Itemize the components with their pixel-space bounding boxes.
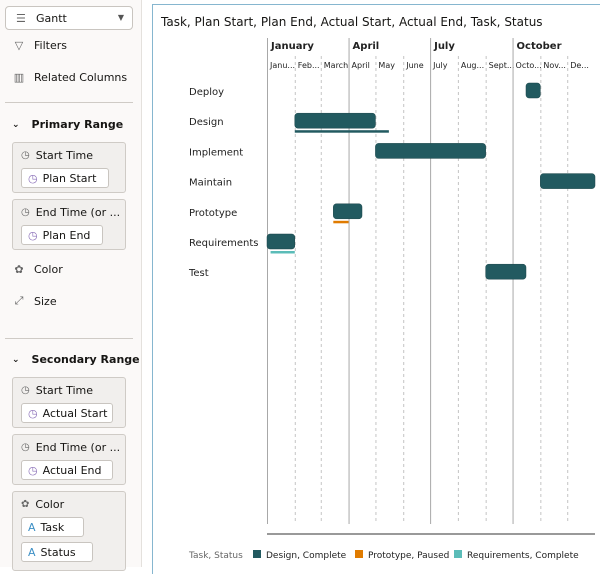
primary-end-time-slot[interactable]: ◷ End Time (or ... ◷ Plan End: [12, 199, 126, 250]
text-attribute-icon: A: [28, 520, 36, 534]
quarter-label: April: [353, 41, 380, 52]
task-label: Test: [188, 268, 209, 279]
clock-icon: ◷: [28, 228, 38, 242]
gantt-icon: ☰: [16, 11, 26, 25]
task-label: Prototype: [189, 208, 237, 219]
month-label: June: [405, 61, 424, 70]
text-attribute-icon: A: [28, 545, 36, 559]
quarter-label: October: [517, 41, 562, 52]
legend-item: Design, Complete: [266, 551, 347, 561]
plan-end-pill[interactable]: ◷ Plan End: [21, 225, 103, 245]
task-label: Requirements: [189, 238, 259, 249]
actual-bar: [333, 220, 349, 224]
legend-swatch: [454, 550, 462, 558]
actual-bar: [294, 130, 389, 133]
month-label: Aug...: [461, 61, 484, 70]
month-label: Sept...: [489, 61, 515, 70]
divider: [5, 102, 133, 103]
palette-icon: ✿: [14, 263, 24, 276]
secondary-end-time-slot[interactable]: ◷ End Time (or ... ◷ Actual End: [12, 434, 126, 485]
legend-swatch: [253, 550, 261, 558]
clock-icon: ◷: [28, 463, 38, 477]
clock-icon: ◷: [21, 150, 30, 161]
plan-bar: [525, 82, 541, 99]
secondary-range-header[interactable]: ⌄ Secondary Range: [12, 353, 140, 366]
divider: [5, 338, 133, 339]
palette-icon: ✿: [21, 499, 30, 510]
primary-color-item[interactable]: ✿ Color: [12, 263, 62, 276]
sidebar: ☰ Gantt ▼ ▽ Filters ▥ Related Columns ⌄ Prima…: [0, 0, 142, 571]
task-pill[interactable]: A Task: [21, 517, 84, 537]
task-label: Implement: [189, 147, 243, 158]
month-label: Octo...: [516, 61, 542, 70]
chart-type-select[interactable]: ☰ Gantt ▼: [5, 6, 133, 30]
month-label: July: [432, 61, 448, 70]
chart-title: Task, Plan Start, Plan End, Actual Start…: [161, 15, 543, 29]
task-label: Deploy: [189, 87, 224, 98]
primary-start-time-slot[interactable]: ◷ Start Time ◷ Plan Start: [12, 142, 126, 193]
secondary-color-slot[interactable]: ✿ Color A Task A Status: [12, 491, 126, 571]
clock-icon: ◷: [28, 406, 38, 420]
legend-item: Prototype, Paused: [368, 551, 449, 561]
month-label: April: [352, 61, 370, 70]
plan-bar: [294, 112, 376, 129]
chevron-down-icon: ⌄: [12, 354, 20, 365]
plan-bar: [540, 173, 596, 189]
task-label: Maintain: [189, 178, 232, 189]
plan-start-pill[interactable]: ◷ Plan Start: [21, 168, 109, 188]
related-columns-item[interactable]: ▥ Related Columns: [13, 71, 128, 84]
status-pill[interactable]: A Status: [21, 542, 93, 562]
clock-icon: ◷: [21, 385, 30, 396]
plan-bar: [333, 203, 363, 220]
quarter-label: January: [270, 41, 314, 52]
chart-panel: [152, 4, 600, 574]
chevron-down-icon: ⌄: [12, 119, 20, 130]
plan-bar: [266, 233, 296, 250]
secondary-start-time-slot[interactable]: ◷ Start Time ◷ Actual Start: [12, 377, 126, 428]
actual-bar: [270, 251, 295, 254]
actual-end-pill[interactable]: ◷ Actual End: [21, 460, 113, 480]
clock-icon: ◷: [28, 171, 38, 185]
size-item[interactable]: ⤢ Size: [12, 294, 57, 308]
resize-icon: ⤢: [14, 294, 24, 307]
filters-item[interactable]: ▽ Filters: [12, 39, 67, 52]
legend-item: Requirements, Complete: [467, 551, 579, 561]
columns-icon: ▥: [13, 71, 25, 84]
legend-swatch: [355, 550, 363, 558]
plan-bar: [485, 263, 527, 280]
primary-range-header[interactable]: ⌄ Primary Range: [12, 118, 124, 131]
filter-icon: ▽: [14, 39, 24, 52]
month-label: Janu...: [269, 61, 295, 70]
month-label: De...: [570, 61, 589, 70]
month-label: Nov...: [543, 61, 566, 70]
plan-bar: [375, 143, 486, 159]
month-label: Feb...: [298, 61, 320, 70]
chevron-down-icon: ▼: [117, 13, 124, 22]
quarter-label: July: [433, 41, 455, 52]
month-label: March: [324, 61, 348, 70]
actual-start-pill[interactable]: ◷ Actual Start: [21, 403, 113, 423]
clock-icon: ◷: [21, 207, 30, 218]
task-label: Design: [189, 117, 224, 128]
legend-title: Task, Status: [188, 551, 243, 561]
month-label: May: [378, 61, 395, 70]
clock-icon: ◷: [21, 442, 30, 453]
